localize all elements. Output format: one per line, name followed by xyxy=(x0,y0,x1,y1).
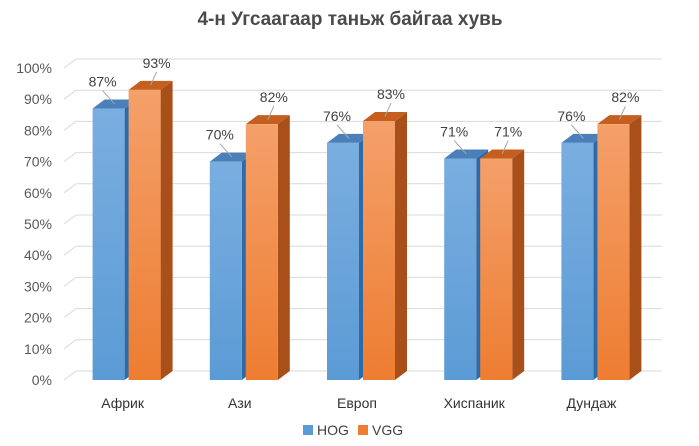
y-tick-label: 80% xyxy=(24,122,52,138)
y-tick-label: 40% xyxy=(24,247,52,263)
data-label-vgg-1: 82% xyxy=(260,89,288,105)
bar-vgg-1 xyxy=(245,115,290,380)
y-tick-label: 60% xyxy=(24,185,52,201)
data-label-vgg-4: 82% xyxy=(611,89,639,105)
bars xyxy=(92,80,642,380)
legend-label-hog: HOG xyxy=(317,422,349,438)
y-axis-ticks: 0% 10% 20% 30% 40% 50% 60% 70% 80% 90% 100% xyxy=(16,60,52,388)
data-label-leader xyxy=(618,105,626,120)
bar-vgg-2 xyxy=(363,112,407,380)
bar-vgg-0 xyxy=(128,80,173,380)
x-category-label: Хиспаник xyxy=(444,395,506,411)
gridline xyxy=(63,120,662,131)
data-label-vgg-2: 83% xyxy=(377,86,405,102)
gridlines xyxy=(63,58,662,381)
legend-label-vgg: VGG xyxy=(372,422,403,438)
data-label-leader xyxy=(102,90,115,105)
gridline xyxy=(63,89,662,100)
gridline xyxy=(63,58,662,69)
data-labels: 87% 93% 70% 82% 76% 83% 71% 71% 76% 82% xyxy=(89,55,639,158)
legend: HOG VGG xyxy=(303,422,403,438)
y-tick-label: 90% xyxy=(24,91,52,107)
x-category-label: Дундаж xyxy=(566,395,616,411)
bar-vgg-4 xyxy=(597,115,642,380)
data-label-vgg-0: 93% xyxy=(143,55,171,71)
x-category-label: Африк xyxy=(101,395,145,411)
data-label-hog-1: 70% xyxy=(206,127,234,143)
data-label-leader xyxy=(571,124,584,139)
data-label-leader xyxy=(150,71,158,86)
y-tick-label: 20% xyxy=(24,310,52,326)
data-label-leader xyxy=(267,105,275,120)
y-tick-label: 100% xyxy=(16,60,52,76)
bar-hog-1 xyxy=(209,152,254,380)
data-label-leader xyxy=(336,124,350,139)
data-label-leader xyxy=(219,143,233,158)
data-label-leader xyxy=(384,102,392,117)
data-label-vgg-3: 71% xyxy=(494,123,522,139)
data-label-leader xyxy=(453,140,467,155)
y-tick-label: 50% xyxy=(24,216,52,232)
bar-vgg-3 xyxy=(480,149,525,380)
data-label-hog-4: 76% xyxy=(557,108,585,124)
y-tick-label: 30% xyxy=(24,278,52,294)
y-tick-label: 10% xyxy=(24,341,52,357)
data-label-hog-0: 87% xyxy=(89,74,117,90)
legend-swatch-hog xyxy=(303,425,313,435)
legend-swatch-vgg xyxy=(358,425,368,435)
data-label-leader xyxy=(501,140,509,155)
chart-title: 4-н Угсаагаар таньж байгаа хувь xyxy=(197,9,502,30)
x-category-label: Ази xyxy=(228,395,252,411)
y-tick-label: 0% xyxy=(32,372,52,388)
data-label-hog-3: 71% xyxy=(440,123,468,139)
data-label-hog-2: 76% xyxy=(323,108,351,124)
y-tick-label: 70% xyxy=(24,154,52,170)
x-axis-categories: Африк Ази Европ Хиспаник Дундаж xyxy=(101,395,617,411)
x-category-label: Европ xyxy=(337,395,377,411)
